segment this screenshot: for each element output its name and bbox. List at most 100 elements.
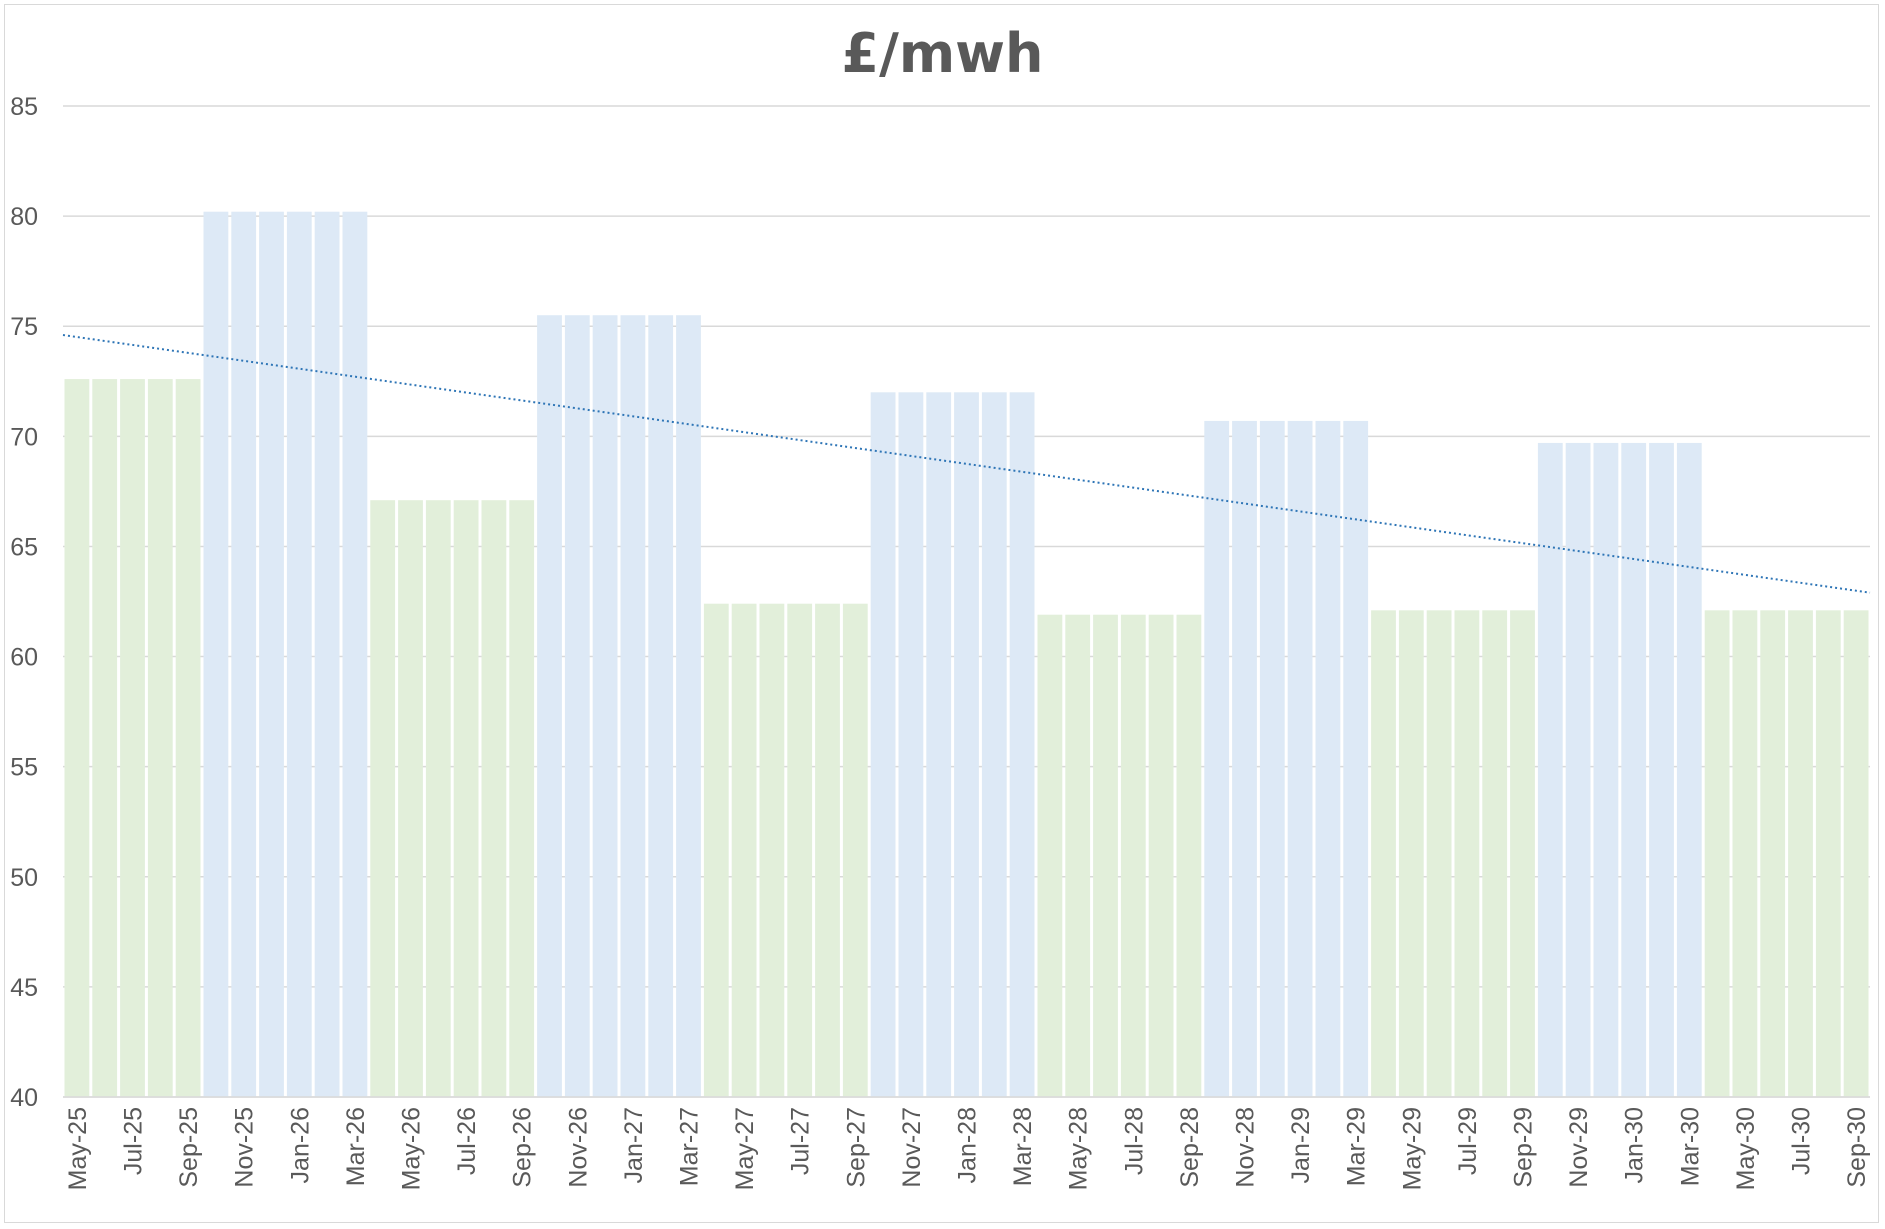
x-tick-label: Mar-28 bbox=[1009, 1107, 1037, 1186]
y-tick-label: 85 bbox=[10, 93, 38, 121]
y-tick-label: 65 bbox=[10, 533, 38, 561]
y-tick-label: 70 bbox=[10, 423, 38, 451]
bar-apr-28 bbox=[1037, 614, 1063, 1097]
y-tick-label: 75 bbox=[10, 313, 38, 341]
bar-oct-26 bbox=[537, 315, 562, 1097]
x-tick-label: Sep-28 bbox=[1176, 1107, 1204, 1188]
x-tick-label: May-25 bbox=[64, 1107, 92, 1190]
bar-feb-29 bbox=[1315, 420, 1341, 1097]
bar-nov-28 bbox=[1232, 420, 1257, 1097]
bar-jun-29 bbox=[1426, 610, 1452, 1097]
bar-nov-29 bbox=[1565, 442, 1591, 1097]
x-tick-label: Sep-25 bbox=[175, 1107, 203, 1188]
x-tick-label: Jan-30 bbox=[1621, 1107, 1649, 1183]
bar-jun-30 bbox=[1760, 610, 1786, 1097]
x-tick-label: Mar-30 bbox=[1676, 1107, 1704, 1186]
bar-nov-26 bbox=[564, 315, 590, 1097]
x-tick-label: Sep-30 bbox=[1843, 1107, 1871, 1188]
bar-feb-27 bbox=[648, 315, 674, 1097]
bar-nov-27 bbox=[898, 392, 924, 1097]
bar-aug-26 bbox=[481, 500, 507, 1098]
bar-apr-26 bbox=[370, 500, 396, 1098]
y-tick-label: 60 bbox=[10, 644, 38, 672]
x-tick-label: May-30 bbox=[1732, 1107, 1760, 1190]
bar-dec-28 bbox=[1259, 420, 1285, 1097]
bar-feb-28 bbox=[981, 392, 1007, 1097]
y-tick-label: 45 bbox=[10, 974, 38, 1002]
bar-jan-29 bbox=[1287, 420, 1313, 1097]
x-tick-label: May-26 bbox=[398, 1107, 426, 1190]
bar-may-27 bbox=[731, 603, 757, 1097]
bar-nov-25 bbox=[231, 211, 257, 1097]
y-tick-label: 55 bbox=[10, 754, 38, 782]
bar-jul-25 bbox=[120, 379, 145, 1097]
bar-apr-30 bbox=[1704, 610, 1730, 1097]
bar-dec-25 bbox=[259, 211, 284, 1097]
bar-may-30 bbox=[1732, 610, 1758, 1097]
x-tick-label: Nov-28 bbox=[1232, 1107, 1260, 1188]
x-tick-label: Jul-29 bbox=[1454, 1107, 1482, 1175]
bar-sep-30 bbox=[1843, 610, 1869, 1097]
x-tick-label: Jul-25 bbox=[120, 1107, 148, 1175]
x-tick-label: Jan-26 bbox=[286, 1107, 314, 1183]
x-tick-label: Mar-29 bbox=[1343, 1107, 1371, 1186]
bar-dec-27 bbox=[926, 392, 952, 1097]
bar-mar-30 bbox=[1676, 442, 1702, 1097]
bar-sep-25 bbox=[175, 379, 201, 1097]
bar-may-25 bbox=[64, 379, 90, 1097]
bar-dec-29 bbox=[1593, 442, 1619, 1097]
x-tick-label: Jan-28 bbox=[954, 1107, 982, 1183]
bar-jun-26 bbox=[425, 500, 451, 1098]
x-tick-label: Sep-29 bbox=[1510, 1107, 1538, 1188]
bar-dec-26 bbox=[592, 315, 618, 1097]
bar-aug-29 bbox=[1482, 610, 1508, 1097]
bar-mar-26 bbox=[342, 211, 368, 1097]
x-tick-label: Jul-27 bbox=[787, 1107, 815, 1175]
bar-jun-25 bbox=[92, 379, 118, 1097]
bar-jul-27 bbox=[787, 603, 813, 1097]
x-tick-label: Jan-29 bbox=[1287, 1107, 1315, 1183]
bar-sep-26 bbox=[509, 500, 535, 1098]
x-tick-label: Nov-25 bbox=[231, 1107, 259, 1188]
trendline bbox=[62, 334, 1871, 594]
bar-jan-27 bbox=[620, 315, 646, 1097]
bar-jan-26 bbox=[286, 211, 312, 1097]
bar-sep-29 bbox=[1510, 610, 1535, 1097]
bar-feb-30 bbox=[1649, 442, 1674, 1097]
bar-oct-25 bbox=[203, 211, 229, 1097]
bar-mar-27 bbox=[676, 315, 701, 1097]
bar-jan-28 bbox=[954, 392, 979, 1097]
x-tick-label: Jan-27 bbox=[620, 1107, 648, 1183]
bar-aug-28 bbox=[1148, 614, 1174, 1097]
bar-jan-30 bbox=[1621, 442, 1647, 1097]
x-tick-label: May-29 bbox=[1398, 1107, 1426, 1190]
bar-sep-28 bbox=[1176, 614, 1202, 1097]
bar-apr-27 bbox=[703, 603, 729, 1097]
chart-title: £/mwh bbox=[841, 22, 1044, 85]
x-tick-label: Mar-26 bbox=[342, 1107, 370, 1186]
y-tick-label: 50 bbox=[10, 864, 38, 892]
bar-oct-28 bbox=[1204, 420, 1230, 1097]
bar-may-26 bbox=[398, 500, 423, 1098]
bar-feb-26 bbox=[314, 211, 340, 1097]
bar-may-29 bbox=[1398, 610, 1424, 1097]
bar-mar-29 bbox=[1343, 420, 1369, 1097]
x-tick-label: Jul-30 bbox=[1788, 1107, 1816, 1175]
bar-sep-27 bbox=[842, 603, 868, 1097]
bar-oct-27 bbox=[870, 392, 896, 1097]
bar-jul-26 bbox=[453, 500, 479, 1098]
bar-mar-28 bbox=[1009, 392, 1035, 1097]
bar-jul-30 bbox=[1788, 610, 1813, 1097]
y-tick-label: 80 bbox=[10, 203, 38, 231]
x-tick-label: Nov-26 bbox=[564, 1107, 592, 1188]
x-tick-label: Sep-26 bbox=[509, 1107, 537, 1188]
x-tick-label: May-28 bbox=[1065, 1107, 1093, 1190]
bar-jun-27 bbox=[759, 603, 785, 1097]
x-tick-label: Nov-29 bbox=[1565, 1107, 1593, 1188]
bar-jul-29 bbox=[1454, 610, 1480, 1097]
x-tick-label: Jul-28 bbox=[1120, 1107, 1148, 1175]
bar-apr-29 bbox=[1371, 610, 1396, 1097]
x-tick-label: May-27 bbox=[731, 1107, 759, 1190]
bar-jul-28 bbox=[1120, 614, 1146, 1097]
